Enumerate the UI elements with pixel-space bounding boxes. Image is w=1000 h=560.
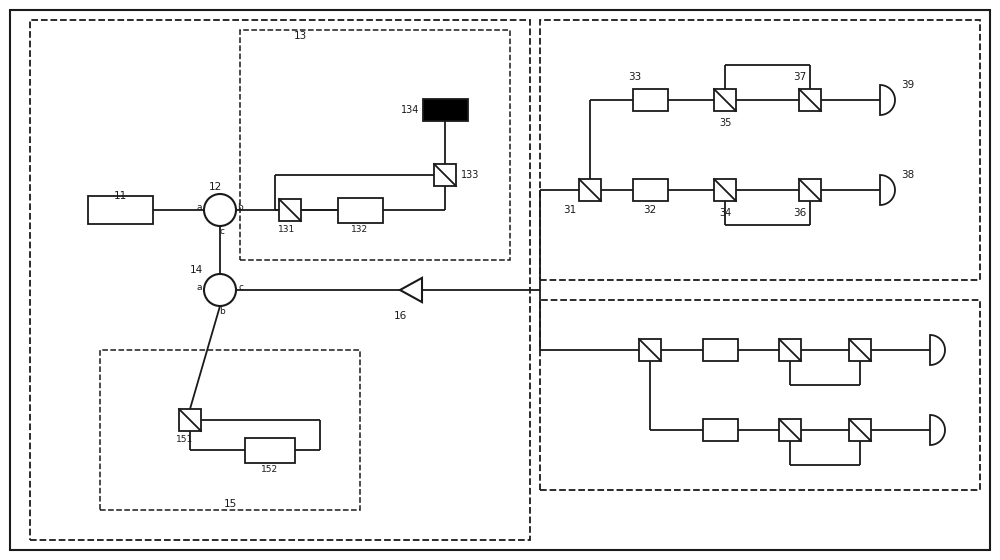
Text: 39: 39 bbox=[901, 80, 915, 90]
Text: 132: 132 bbox=[351, 226, 369, 235]
Bar bbox=[849, 339, 871, 361]
Text: 134: 134 bbox=[401, 105, 419, 115]
Text: a: a bbox=[196, 283, 202, 292]
Bar bbox=[30, 20, 530, 540]
Text: 38: 38 bbox=[901, 170, 915, 180]
Text: 36: 36 bbox=[793, 208, 807, 218]
Bar bbox=[279, 199, 301, 221]
Text: 152: 152 bbox=[261, 465, 279, 474]
Circle shape bbox=[204, 194, 236, 226]
Bar bbox=[88, 196, 152, 224]
Bar bbox=[338, 198, 382, 222]
Bar bbox=[633, 179, 668, 201]
Text: 14: 14 bbox=[189, 265, 203, 275]
Bar bbox=[540, 300, 980, 490]
Text: 133: 133 bbox=[461, 170, 479, 180]
Bar bbox=[714, 179, 736, 201]
Bar bbox=[245, 437, 295, 463]
Text: 32: 32 bbox=[643, 205, 657, 215]
Bar bbox=[422, 99, 468, 121]
Bar bbox=[240, 30, 510, 260]
Text: 15: 15 bbox=[223, 499, 237, 509]
Text: 11: 11 bbox=[113, 191, 127, 201]
Polygon shape bbox=[880, 175, 895, 205]
Text: 16: 16 bbox=[393, 311, 407, 321]
Text: 151: 151 bbox=[176, 436, 194, 445]
Polygon shape bbox=[880, 85, 895, 115]
Bar bbox=[434, 164, 456, 186]
Bar bbox=[702, 339, 738, 361]
Text: 33: 33 bbox=[628, 72, 642, 82]
Text: b: b bbox=[237, 203, 243, 212]
Text: 13: 13 bbox=[293, 31, 307, 41]
Bar bbox=[633, 89, 668, 111]
Text: 12: 12 bbox=[208, 182, 222, 192]
Bar bbox=[579, 179, 601, 201]
Bar bbox=[702, 419, 738, 441]
Bar bbox=[100, 350, 360, 510]
Text: 131: 131 bbox=[278, 226, 296, 235]
Text: 37: 37 bbox=[793, 72, 807, 82]
Bar bbox=[714, 89, 736, 111]
Polygon shape bbox=[930, 335, 945, 365]
Polygon shape bbox=[930, 415, 945, 445]
Bar bbox=[779, 419, 801, 441]
Bar bbox=[799, 89, 821, 111]
Circle shape bbox=[204, 274, 236, 306]
Text: c: c bbox=[220, 227, 224, 236]
Bar bbox=[799, 179, 821, 201]
Bar bbox=[849, 419, 871, 441]
Text: c: c bbox=[239, 283, 244, 292]
Text: a: a bbox=[196, 203, 202, 212]
Text: 34: 34 bbox=[719, 208, 731, 218]
Text: b: b bbox=[219, 307, 225, 316]
Bar bbox=[779, 339, 801, 361]
Bar bbox=[179, 409, 201, 431]
Text: 31: 31 bbox=[563, 205, 577, 215]
Polygon shape bbox=[400, 278, 422, 302]
Bar bbox=[540, 20, 980, 280]
Bar bbox=[639, 339, 661, 361]
Text: 35: 35 bbox=[719, 118, 731, 128]
